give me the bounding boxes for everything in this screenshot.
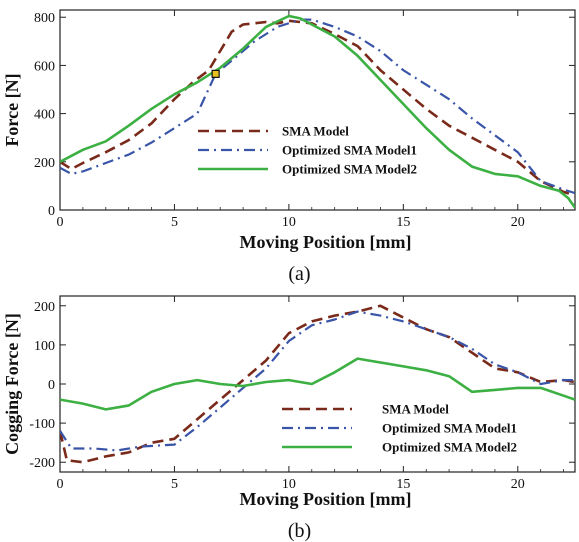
x-axis-label: Moving Position [mm] (240, 489, 412, 509)
series-line-sma-model (60, 304, 575, 464)
y-tick-label: -200 (29, 456, 55, 471)
x-tick-label: 10 (282, 477, 296, 492)
x-tick-label: 20 (511, 215, 525, 230)
x-tick-label: 5 (171, 477, 178, 492)
legend-label-optimized-sma-model1: Optimized SMA Model1 (382, 421, 517, 436)
y-tick-label: 800 (34, 11, 55, 26)
series-line-optimized-sma-model2 (60, 357, 575, 411)
x-tick-label: 0 (57, 215, 64, 230)
y-tick-label: 200 (34, 300, 55, 315)
x-axis-label: Moving Position [mm] (240, 232, 412, 252)
y-tick-label: 100 (34, 339, 55, 354)
data-point-marker (211, 69, 220, 78)
y-tick-label: 400 (34, 108, 55, 123)
x-tick-label: 20 (511, 477, 525, 492)
legend-label-sma-model: SMA Model (282, 124, 349, 139)
x-tick-label: 10 (282, 215, 296, 230)
panel-label: (b) (288, 520, 311, 542)
legend-label-optimized-sma-model1: Optimized SMA Model1 (282, 143, 417, 158)
y-tick-label: 0 (48, 378, 55, 393)
x-tick-label: 15 (396, 477, 410, 492)
x-tick-label: 0 (57, 477, 64, 492)
y-tick-label: 200 (34, 156, 55, 171)
cogging-force-chart: 0 5 10 15 20 -200 -100 0 100 200 Moving Position [… (2, 295, 576, 542)
legend: SMA Model Optimized SMA Model1 Optimized S… (282, 402, 517, 455)
y-tick-label: 600 (34, 59, 55, 74)
plot-frame (59, 9, 576, 211)
y-tick-label: -100 (29, 417, 55, 432)
x-tick-label: 15 (396, 215, 410, 230)
legend: SMA Model Optimized SMA Model1 Optimized S… (198, 124, 417, 177)
y-axis-label: Cogging Force [N] (2, 313, 22, 455)
panel-label: (a) (288, 263, 310, 285)
legend-label-optimized-sma-model2: Optimized SMA Model2 (282, 162, 417, 177)
series-line-optimized-sma-model1 (60, 310, 575, 452)
series-line-sma-model (60, 19, 575, 197)
legend-label-optimized-sma-model2: Optimized SMA Model2 (382, 440, 517, 455)
y-tick-label: 0 (48, 204, 55, 219)
legend-label-sma-model: SMA Model (382, 402, 449, 417)
series-line-optimized-sma-model1 (60, 18, 575, 195)
series-line-optimized-sma-model2 (60, 14, 575, 209)
x-tick-label: 5 (171, 215, 178, 230)
y-axis-label: Force [N] (2, 73, 22, 146)
